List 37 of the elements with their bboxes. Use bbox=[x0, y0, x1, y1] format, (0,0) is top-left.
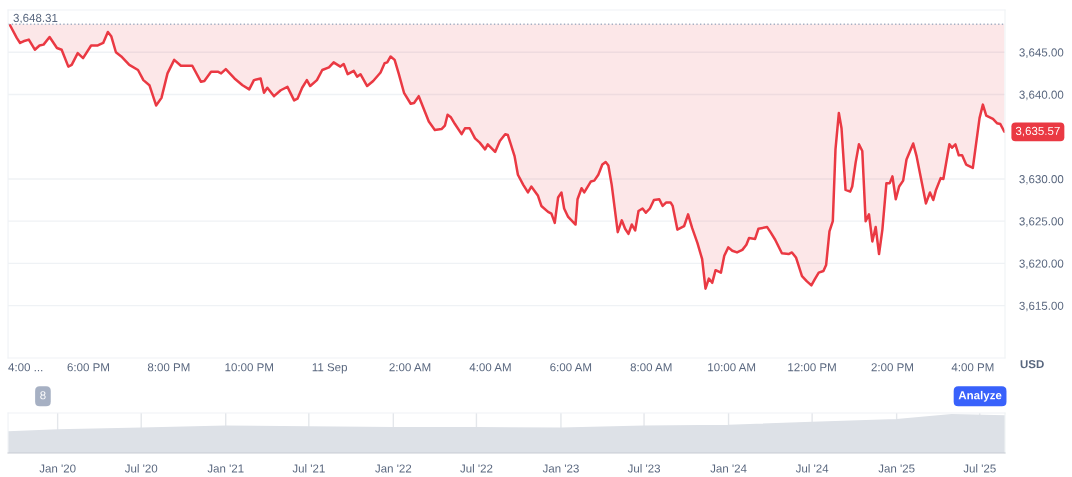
x-tick-label: 6:00 PM bbox=[67, 363, 109, 372]
x-tick-label: Jan '25 bbox=[878, 464, 915, 473]
y-axis-title: USD bbox=[1020, 360, 1044, 369]
x-tick-label: Jul '24 bbox=[795, 464, 829, 473]
x-tick-label: 6:00 AM bbox=[550, 363, 592, 372]
x-tick-label: 8:00 PM bbox=[147, 363, 190, 372]
x-tick-label: Jan '21 bbox=[207, 464, 244, 473]
x-tick-label: Jan '22 bbox=[375, 464, 412, 473]
text: Analyze bbox=[958, 390, 1002, 402]
x-tick-label: Jul '20 bbox=[124, 464, 158, 473]
x-tick-label: Jul '22 bbox=[460, 464, 493, 473]
ref-line-label: 3,648.31 bbox=[13, 13, 58, 24]
y-tick-label: 3,630.00 bbox=[1019, 175, 1064, 185]
x-tick-label: 8:00 AM bbox=[630, 363, 672, 372]
annotation: 3,635.57 bbox=[1015, 126, 1060, 137]
x-tick-label: 4:00 PM bbox=[951, 363, 994, 372]
y-tick-label: 3,620.00 bbox=[1019, 259, 1064, 270]
x-tick-label: 2:00 PM bbox=[871, 363, 913, 372]
x-tick-label: Jul '25 bbox=[963, 464, 996, 473]
x-tick-label: 2:00 AM bbox=[389, 363, 431, 372]
y-tick-label: 3,645.00 bbox=[1019, 48, 1064, 58]
y-tick-label: 3,625.00 bbox=[1019, 217, 1064, 227]
text: 8 bbox=[40, 391, 46, 400]
x-tick-label: 10:00 PM bbox=[225, 363, 273, 372]
y-tick-label: 3,615.00 bbox=[1019, 301, 1064, 312]
x-tick-label: Jul '21 bbox=[292, 464, 325, 473]
x-tick-label: 12:00 PM bbox=[788, 363, 836, 372]
x-tick-label: Jan '20 bbox=[39, 464, 76, 473]
x-tick-label: Jan '23 bbox=[542, 464, 579, 473]
x-tick-label: 11 Sep bbox=[312, 363, 347, 374]
y-tick-label: 3,640.00 bbox=[1019, 90, 1064, 101]
x-tick-label: 4:00 AM bbox=[469, 363, 511, 372]
x-tick-label: Jan '24 bbox=[710, 464, 747, 473]
x-tick-label: 10:00 AM bbox=[708, 363, 756, 372]
line-series bbox=[8, 23, 1005, 290]
x-tick-label: 4:00 ... bbox=[8, 363, 43, 372]
x-tick-label: Jul '23 bbox=[627, 464, 661, 473]
